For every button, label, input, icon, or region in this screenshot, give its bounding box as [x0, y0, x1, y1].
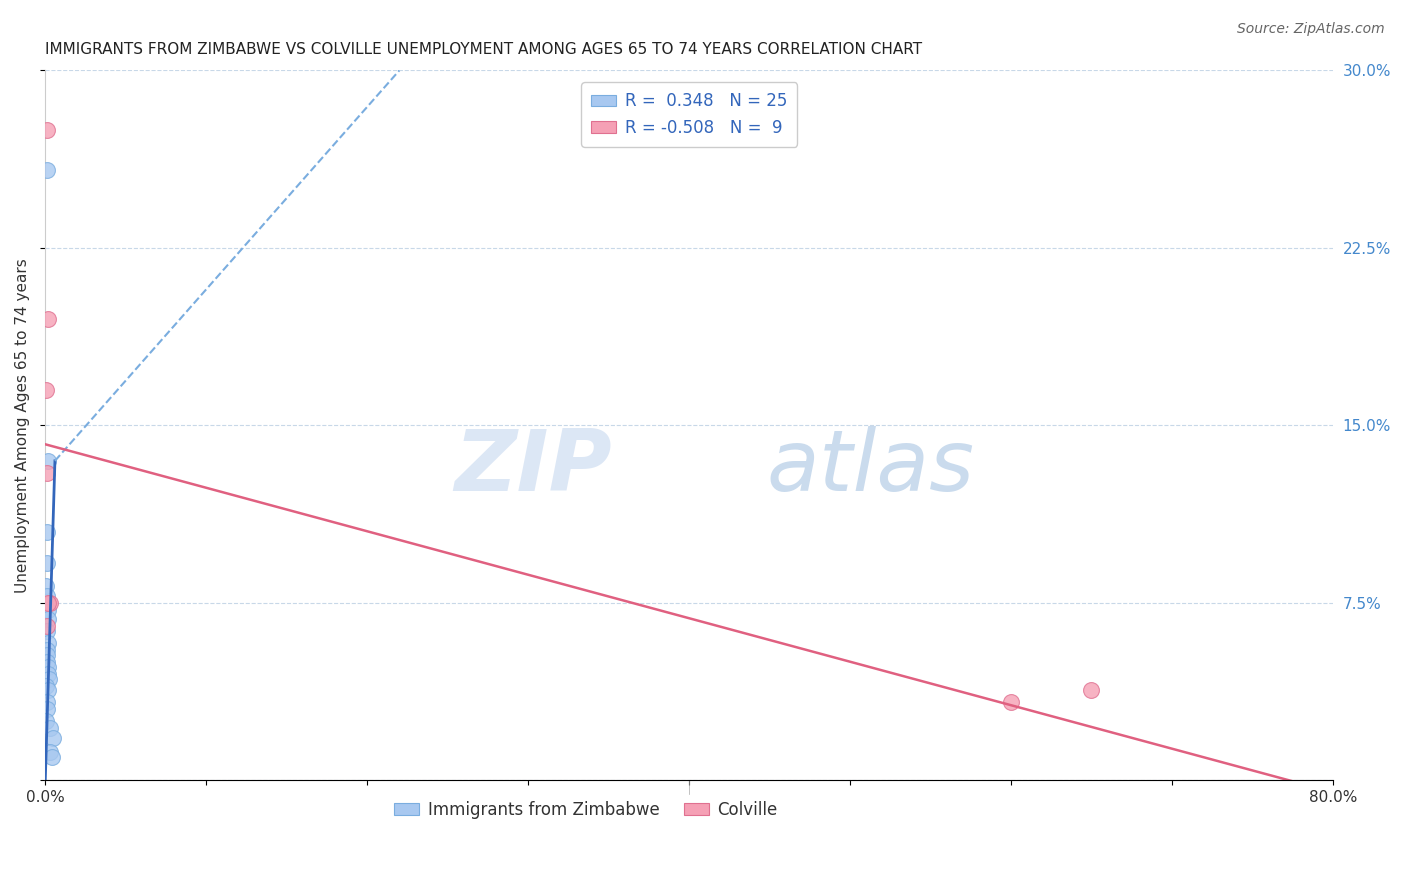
- Text: ZIP: ZIP: [454, 426, 612, 509]
- Point: [37, 659, 59, 673]
- Text: IMMIGRANTS FROM ZIMBABWE VS COLVILLE UNEMPLOYMENT AMONG AGES 65 TO 74 YEARS CORR: IMMIGRANTS FROM ZIMBABWE VS COLVILLE UNE…: [45, 42, 922, 57]
- Legend: Immigrants from Zimbabwe, Colville: Immigrants from Zimbabwe, Colville: [388, 794, 785, 825]
- Point: [1000, 695, 1022, 709]
- Point: [35, 648, 58, 662]
- Point: [37, 683, 59, 698]
- Point: [35, 556, 58, 570]
- Y-axis label: Unemployment Among Ages 65 to 74 years: Unemployment Among Ages 65 to 74 years: [15, 258, 30, 593]
- Point: [35, 383, 58, 397]
- Point: [35, 714, 58, 728]
- Point: [37, 311, 59, 326]
- Point: [39, 596, 62, 610]
- Point: [41, 749, 63, 764]
- Point: [37, 666, 59, 681]
- Point: [37, 612, 59, 626]
- Point: [38, 672, 60, 686]
- Point: [35, 695, 58, 709]
- Point: [35, 619, 58, 633]
- Point: [35, 702, 58, 716]
- Point: [37, 596, 59, 610]
- Point: [35, 643, 58, 657]
- Text: atlas: atlas: [766, 426, 974, 509]
- Point: [35, 579, 58, 593]
- Point: [37, 466, 59, 480]
- Point: [39, 745, 62, 759]
- Point: [35, 524, 58, 539]
- Text: Source: ZipAtlas.com: Source: ZipAtlas.com: [1237, 22, 1385, 37]
- Point: [37, 454, 59, 468]
- Point: [35, 655, 58, 669]
- Point: [37, 624, 59, 639]
- Point: [37, 636, 59, 650]
- Point: [1080, 683, 1102, 698]
- Point: [35, 679, 58, 693]
- Point: [35, 122, 58, 136]
- Point: [37, 603, 59, 617]
- Point: [35, 589, 58, 603]
- Point: [35, 162, 58, 177]
- Point: [39, 721, 62, 735]
- Point: [42, 731, 65, 745]
